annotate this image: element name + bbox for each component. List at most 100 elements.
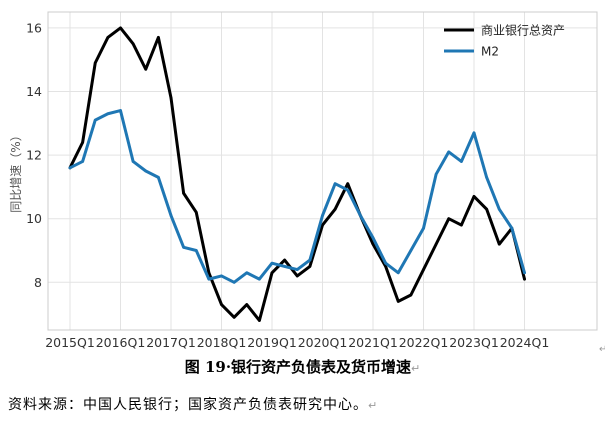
data-point (270, 271, 274, 275)
data-point (321, 223, 324, 227)
x-tick-label: 2016Q1 (96, 335, 146, 350)
data-point (144, 67, 148, 71)
caption-return-mark: ↵ (411, 362, 421, 375)
data-point (93, 118, 97, 122)
data-point (460, 223, 463, 227)
data-point (182, 191, 185, 195)
data-point (384, 265, 387, 268)
data-point (295, 268, 299, 271)
x-tick-label: 2017Q1 (146, 335, 196, 350)
data-point (447, 217, 451, 220)
source-return-mark: ↵ (368, 399, 379, 412)
data-point (232, 281, 236, 284)
x-tick-label: 2020Q1 (298, 335, 348, 350)
y-axis-label: 同比增速（%） (9, 129, 23, 212)
data-point (497, 207, 501, 211)
data-point (333, 207, 337, 211)
y-tick-label: 16 (26, 20, 42, 35)
data-point (270, 261, 274, 265)
x-axis-ticks: 2015Q1 2016Q1 2017Q1 2018Q1 2019Q1 2020Q1 2021… (45, 335, 549, 350)
data-point (396, 271, 400, 275)
data-point (321, 214, 324, 217)
data-point (523, 277, 526, 281)
data-point (371, 236, 375, 240)
data-point (119, 26, 122, 30)
data-point (308, 265, 312, 268)
data-point (157, 36, 160, 39)
data-point (68, 166, 72, 170)
data-point (434, 172, 438, 176)
data-point (346, 182, 350, 186)
data-point (283, 258, 286, 262)
data-point (258, 277, 261, 281)
data-point (472, 195, 476, 198)
x-tick-label: 2018Q1 (197, 335, 247, 350)
x-tick-label: 2021Q1 (348, 335, 398, 350)
x-tick-label: 2015Q1 (45, 335, 95, 350)
data-point (106, 36, 110, 39)
data-point (220, 303, 223, 306)
caption-text: 图 19·银行资产负债表及货币增速 (184, 358, 412, 376)
data-point (169, 96, 173, 100)
data-point (523, 271, 526, 275)
y-tick-label: 12 (26, 148, 42, 163)
legend-label: M2 (481, 45, 499, 59)
data-point (485, 176, 488, 179)
x-tick-label: 2024Q1 (500, 335, 550, 350)
legend-label: 商业银行总资产 (481, 23, 565, 38)
data-point (81, 160, 84, 163)
data-point (283, 265, 286, 268)
data-point (346, 188, 350, 192)
data-point (333, 182, 337, 186)
data-point (422, 226, 425, 230)
data-point (384, 261, 387, 265)
data-point (510, 226, 514, 230)
grid (48, 12, 597, 330)
y-tick-label: 10 (26, 211, 42, 226)
data-point (409, 293, 413, 297)
data-point (396, 300, 400, 303)
line-chart: 8 10 12 14 16 2015Q1 2016Q1 2017Q1 2018Q1 2019Q1… (9, 11, 605, 355)
data-point (106, 112, 110, 116)
data-point (434, 242, 438, 246)
data-point (422, 268, 425, 271)
data-point (131, 42, 135, 46)
source-note: 资料来源：中国人民银行；国家资产负债表研究中心。↵ (8, 394, 378, 414)
data-point (308, 258, 312, 262)
data-point (119, 109, 122, 112)
series-2 (68, 109, 526, 284)
data-point (447, 150, 451, 154)
series-lines (68, 26, 526, 322)
data-point (409, 249, 413, 252)
legend: 商业银行总资产 M2 (444, 23, 565, 59)
data-point (371, 242, 375, 246)
series-line (68, 109, 526, 284)
data-point (207, 271, 211, 275)
data-point (81, 141, 84, 144)
x-tick-label: 2022Q1 (399, 335, 449, 350)
data-point (245, 271, 249, 275)
data-point (207, 277, 211, 281)
data-point (93, 61, 97, 65)
x-tick-label: 2019Q1 (247, 335, 297, 350)
data-point (485, 207, 488, 211)
data-point (157, 176, 160, 179)
data-point (258, 319, 261, 322)
y-axis-ticks: 8 10 12 14 16 (26, 20, 42, 289)
corner-mark: ↵ (599, 344, 605, 355)
data-point (295, 274, 299, 278)
y-tick-label: 14 (26, 84, 42, 99)
data-point (232, 315, 236, 319)
data-point (169, 214, 173, 217)
plot-frame (47, 11, 598, 331)
data-point (359, 214, 362, 217)
data-point (497, 242, 501, 246)
data-point (245, 303, 249, 306)
data-point (182, 246, 185, 249)
data-point (131, 160, 135, 163)
y-tick-label: 8 (34, 275, 42, 290)
data-point (460, 160, 463, 163)
series-1 (68, 26, 526, 322)
data-point (144, 169, 148, 173)
figure-caption: 图 19·银行资产负债表及货币增速↵ (0, 356, 605, 377)
